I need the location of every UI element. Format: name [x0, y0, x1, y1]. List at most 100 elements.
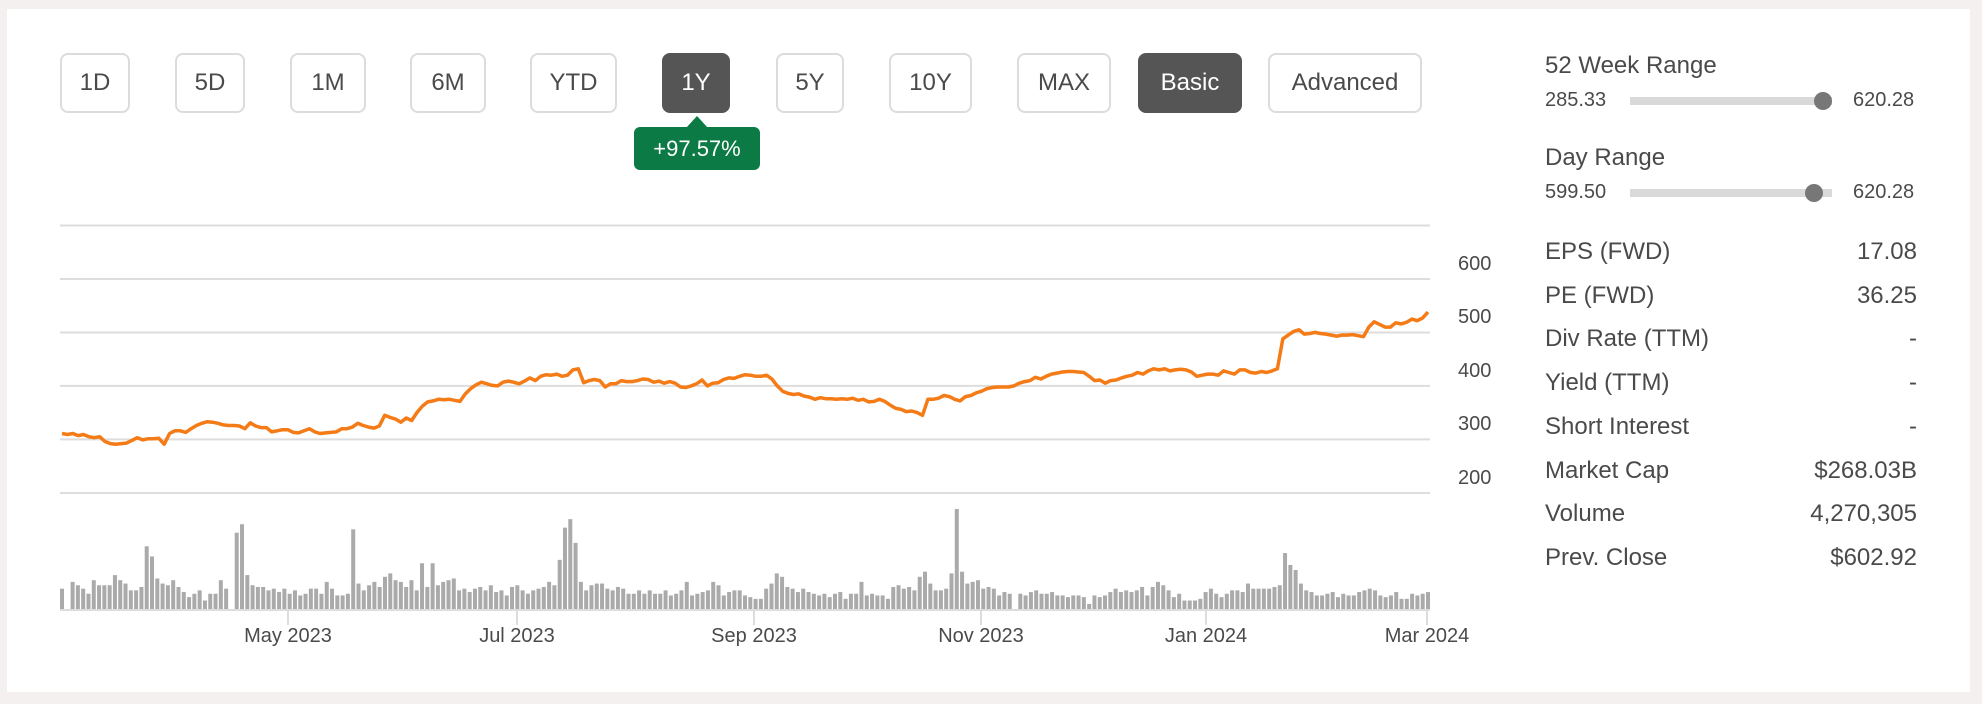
volume-bar [578, 581, 583, 609]
volume-bar [875, 595, 880, 609]
day-range-title: Day Range [1545, 144, 1666, 171]
volume-bar [1039, 593, 1044, 609]
volume-bar [790, 588, 795, 609]
volume-bar [1018, 593, 1023, 609]
stat-label: Yield (TTM) [1545, 369, 1670, 397]
volume-bar [748, 597, 753, 609]
stat-row: PE (FWD) 36.25 [1545, 280, 1917, 312]
volume-bar [674, 593, 679, 609]
week52-high: 620.28 [1853, 89, 1915, 111]
stat-value: - [1909, 369, 1917, 397]
volume-bar [594, 583, 599, 609]
volume-bar [668, 595, 673, 609]
volume-bar [107, 585, 112, 609]
volume-bar [1357, 592, 1362, 609]
volume-bar [658, 593, 663, 609]
volume-bar [928, 583, 933, 609]
volume-bar [340, 595, 345, 609]
range-ytd-button[interactable]: YTD [530, 53, 617, 113]
volume-bar [705, 590, 710, 609]
range-max-button[interactable]: MAX [1017, 53, 1111, 113]
volume-bar [187, 597, 192, 609]
volume-bar [817, 595, 822, 609]
volume-bar [912, 590, 917, 609]
volume-bar [86, 593, 91, 609]
volume-bar [345, 593, 350, 609]
volume-bar [367, 585, 372, 609]
range-6m-button[interactable]: 6M [410, 53, 486, 113]
volume-bar [970, 581, 975, 609]
volume-bar [1335, 597, 1340, 609]
volume-bar [377, 586, 382, 609]
week52-range-marker [1813, 92, 1832, 110]
volume-bar [457, 590, 462, 609]
range-1d-button[interactable]: 1D [60, 53, 130, 113]
volume-bar [70, 581, 75, 609]
volume-bar [176, 586, 181, 609]
volume-bar [255, 586, 260, 609]
volume-bar [467, 592, 472, 609]
volume-bar [409, 580, 414, 609]
volume-bar [1378, 595, 1383, 609]
volume-bar [1055, 595, 1060, 609]
volume-bar [758, 598, 763, 609]
range-1m-button[interactable]: 1M [290, 53, 366, 113]
day-high: 620.28 [1853, 181, 1915, 203]
volume-bar [1399, 598, 1404, 609]
stat-value: 17.08 [1856, 238, 1917, 265]
y-tick-label: 300 [1458, 413, 1492, 436]
volume-bar [91, 580, 96, 609]
volume-bar [1155, 581, 1160, 609]
volume-bar [1330, 592, 1335, 609]
volume-bar [743, 595, 747, 609]
volume-bar [716, 585, 721, 609]
volume-bar [965, 583, 970, 609]
volume-bar [446, 580, 451, 609]
volume-bar [1161, 585, 1166, 609]
volume-bar [1251, 588, 1256, 609]
volume-bar [811, 593, 816, 609]
volume-bar [1362, 590, 1367, 609]
stat-value: - [1909, 325, 1917, 353]
volume-bar [277, 592, 282, 609]
volume-bar [1267, 588, 1272, 609]
volume-bar [1426, 592, 1430, 609]
volume-bar [907, 586, 912, 609]
volume-bar [171, 580, 176, 609]
volume-bar [292, 590, 297, 609]
range-5d-button[interactable]: 5D [175, 53, 245, 113]
price-line [61, 310, 1430, 446]
volume-bar [112, 575, 117, 609]
volume-bar [795, 592, 800, 609]
volume-bar [780, 576, 785, 609]
volume-bar [960, 571, 965, 609]
volume-bar [1081, 597, 1086, 609]
volume-bar [695, 593, 700, 609]
view-advanced-button[interactable]: Advanced [1268, 53, 1422, 113]
range-1y-button[interactable]: 1Y [662, 53, 730, 113]
volume-bar [425, 586, 430, 609]
volume-bar [589, 585, 594, 609]
volume-bar [573, 542, 578, 609]
volume-bar [165, 585, 170, 609]
volume-bar [1214, 593, 1219, 609]
view-basic-button[interactable]: Basic [1138, 53, 1242, 113]
change-percent-badge: +97.57% [634, 116, 760, 170]
volume-bar [472, 588, 477, 609]
volume-bar [896, 585, 901, 609]
volume-bar [261, 586, 266, 609]
volume-bar [1134, 590, 1139, 609]
stat-label: Prev. Close [1545, 543, 1668, 571]
volume-bar [647, 590, 652, 609]
volume-bar [621, 588, 626, 609]
volume-bar [1076, 595, 1081, 609]
volume-bar [923, 571, 928, 609]
range-10y-button[interactable]: 10Y [889, 53, 972, 113]
stat-label: Volume [1545, 500, 1626, 528]
range-5y-button[interactable]: 5Y [776, 53, 844, 113]
volume-bar [398, 581, 403, 609]
volume-bar [308, 588, 313, 609]
volume-bar [1351, 595, 1356, 609]
volume-bar [700, 592, 705, 609]
